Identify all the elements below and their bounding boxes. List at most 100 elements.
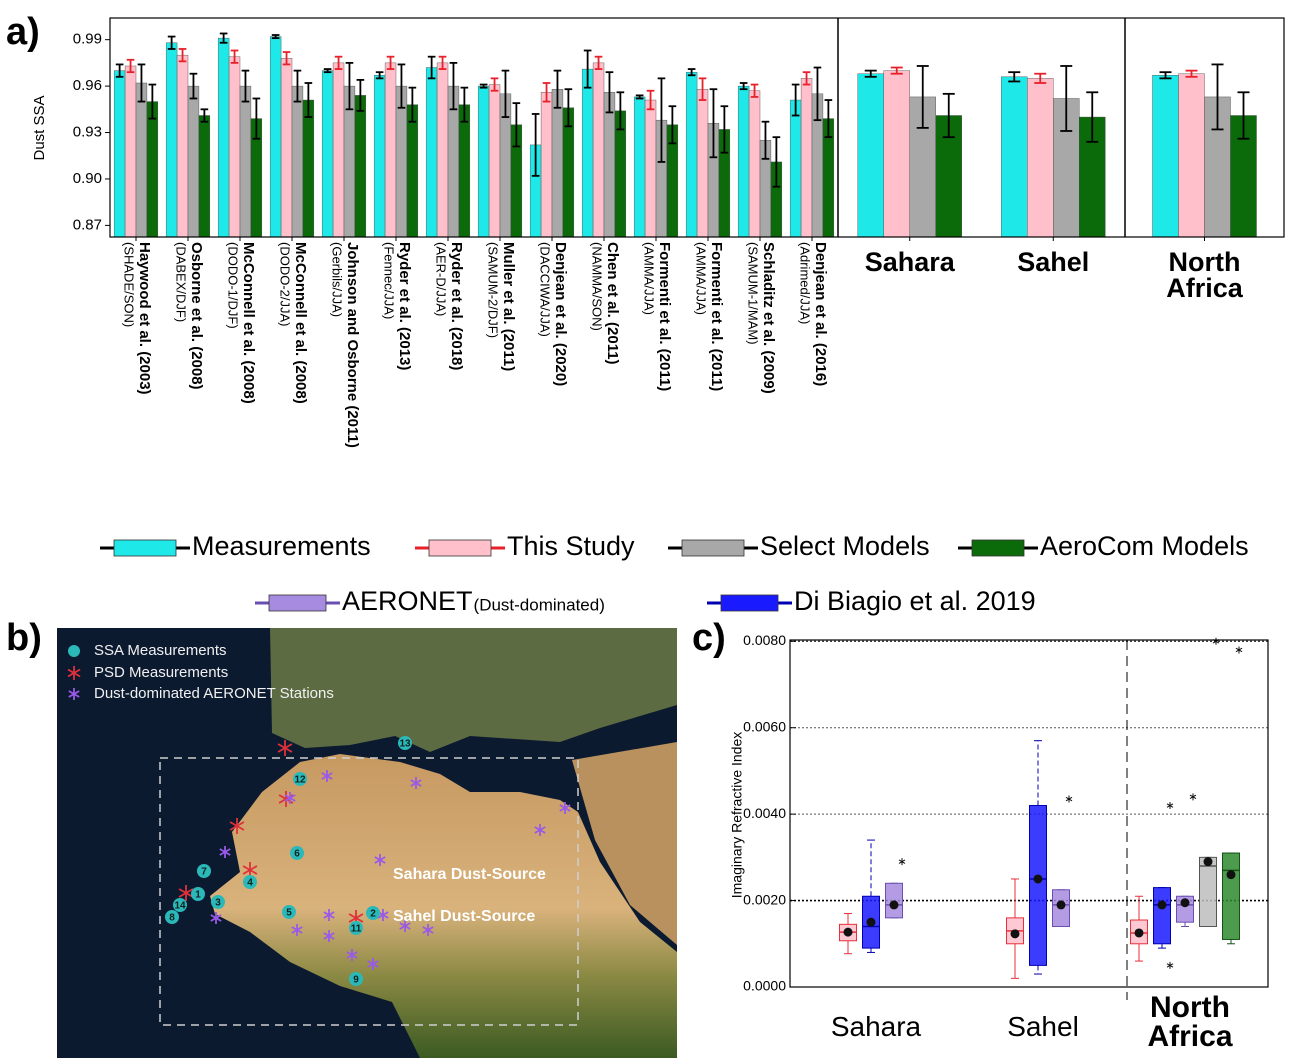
bar — [582, 69, 593, 237]
bar — [593, 63, 604, 237]
legend-label-suffix: (Dust-dominated) — [474, 595, 605, 614]
box — [1154, 888, 1171, 944]
outlier — [1190, 793, 1196, 800]
x-tick-sublabel: (SAMUM-2/DJF) — [486, 242, 501, 338]
bar — [858, 74, 884, 237]
x-tick-label: North Africa — [1135, 250, 1275, 301]
x-tick-label: Formenti et al. (2011) — [708, 242, 725, 391]
x-tick-sublabel: (AMMA/JJA) — [694, 242, 709, 315]
outlier — [1167, 802, 1173, 809]
x-tick-sublabel: (SAMUM-1/MAM) — [746, 242, 761, 345]
site-label: 6 — [294, 849, 300, 860]
bar — [1153, 75, 1179, 237]
bar — [645, 100, 656, 237]
y-tick-label: 0.0000 — [743, 978, 786, 994]
bar — [281, 58, 292, 237]
bar — [355, 95, 366, 237]
legend-label: Measurements — [192, 531, 371, 561]
panel-label: a) — [6, 11, 40, 53]
x-tick-label: Schladitz et al. (2009) — [760, 242, 777, 394]
bar — [552, 89, 563, 237]
box — [1200, 857, 1217, 926]
x-tick-label: Chen et al. (2011) — [604, 242, 621, 365]
x-tick-label: Ryder et al. (2018) — [448, 242, 465, 370]
panel-label: c) — [692, 617, 726, 659]
mean-marker — [1204, 857, 1213, 866]
site-label: 9 — [353, 975, 359, 986]
legend-swatch — [972, 540, 1024, 556]
mean-marker — [890, 900, 899, 909]
y-axis-label: Dust SSA — [31, 95, 48, 160]
x-tick-label: McConnell et al. (2008) — [240, 242, 257, 404]
x-tick-label: Sahara — [840, 250, 980, 276]
bar — [1027, 78, 1053, 237]
bar — [125, 66, 136, 237]
bar — [114, 71, 125, 237]
legend-swatch — [429, 540, 491, 556]
bar — [303, 100, 314, 237]
bar — [884, 71, 910, 237]
legend-marker — [68, 645, 80, 657]
bar — [333, 63, 344, 237]
y-tick-label: 0.96 — [73, 77, 102, 94]
site-label: 1 — [195, 890, 201, 901]
x-tick-label: Sahel — [973, 1014, 1113, 1041]
site-label: 11 — [351, 924, 362, 935]
legend-label: Di Biagio et al. 2019 — [794, 586, 1036, 616]
bar — [541, 92, 552, 237]
y-tick-label: 0.0060 — [743, 718, 786, 734]
bar — [604, 92, 615, 237]
bar — [188, 86, 199, 237]
y-tick-label: 0.93 — [73, 123, 102, 140]
outlier — [1236, 646, 1242, 653]
x-tick-sublabel: (Adrimed/JJA) — [798, 242, 813, 324]
outlier — [1167, 962, 1173, 969]
bar — [166, 43, 177, 237]
x-tick-label: Denjean et al. (2016) — [812, 242, 829, 386]
site-label: 3 — [215, 898, 221, 909]
bar — [396, 86, 407, 237]
bar — [292, 86, 303, 237]
y-tick-label: 0.99 — [73, 31, 102, 48]
x-tick-sublabel: (AER-D/JJA) — [434, 242, 449, 316]
x-tick-sublabel: (AMMA/JJA) — [642, 242, 657, 315]
x-tick-label: Johnson and Osborne (2011) — [344, 242, 361, 448]
x-tick-label: Sahel — [983, 250, 1123, 276]
outlier — [1066, 796, 1072, 803]
bar — [270, 37, 281, 237]
bar — [199, 116, 210, 237]
bar — [738, 86, 749, 237]
figure: a)Dust SSA0.870.900.930.960.99Haywood et… — [0, 0, 1296, 1062]
bar — [240, 86, 251, 237]
mean-marker — [844, 928, 853, 937]
bar — [686, 72, 697, 237]
bar — [697, 89, 708, 237]
y-tick-label: 0.0020 — [743, 891, 786, 907]
bar — [229, 57, 240, 237]
map-legend-label: Dust-dominated AERONET Stations — [94, 685, 334, 702]
x-tick-label: Muller et al. (2011) — [500, 242, 517, 371]
bar — [147, 102, 158, 237]
y-tick-label: 0.87 — [73, 216, 102, 233]
x-tick-label: McConnell et al. (2008) — [292, 242, 309, 404]
legend-swatch — [269, 595, 326, 611]
x-tick-label: Osborne et al. (2008) — [188, 242, 205, 390]
x-tick-sublabel: (DODO-1/DJF) — [226, 242, 241, 329]
map-legend-label: SSA Measurements — [94, 642, 227, 659]
site-label: 2 — [370, 909, 376, 920]
x-tick-label: Sahara — [806, 1014, 946, 1041]
x-tick-sublabel: (NAMMA/SON) — [590, 242, 605, 331]
mean-marker — [1057, 900, 1066, 909]
bar — [1179, 74, 1205, 237]
outlier — [899, 858, 905, 865]
site-label: 5 — [286, 908, 292, 919]
mean-marker — [1135, 928, 1144, 937]
bar — [136, 83, 147, 237]
figure-canvas: a)Dust SSA0.870.900.930.960.99Haywood et… — [0, 0, 1296, 1062]
x-tick-sublabel: (DODO-2/JJA) — [278, 242, 293, 327]
bar — [407, 105, 418, 237]
site-label: 14 — [174, 901, 186, 912]
region-label: Sahel Dust-Source — [393, 908, 535, 925]
x-tick-sublabel: (Gerbils/JJA) — [330, 242, 345, 317]
bar — [790, 100, 801, 237]
